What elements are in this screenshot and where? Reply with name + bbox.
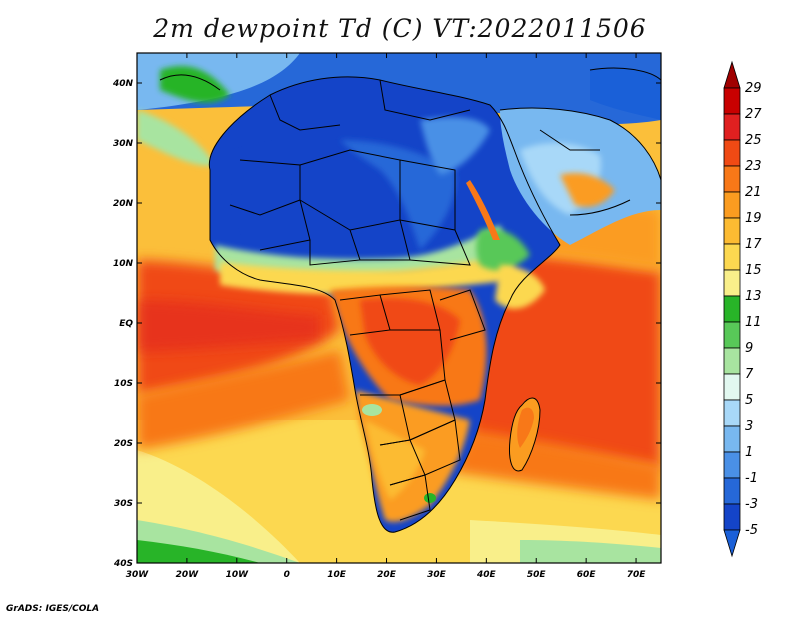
colorbar-swatch: [723, 217, 741, 245]
colorbar-label: 5: [745, 393, 753, 408]
colorbar-label: 19: [745, 211, 762, 226]
colorbar-swatch: [723, 191, 741, 219]
colorbar-label: 7: [745, 367, 754, 382]
lat-tick-label: 40S: [113, 559, 133, 569]
colorbar-swatch: [723, 425, 741, 453]
colorbar-swatch: [723, 321, 741, 349]
chart-title: 2m dewpoint Td (C) VT:2022011506: [153, 14, 647, 43]
colorbar-top-arrow: [723, 60, 741, 89]
colorbar-swatch: [723, 243, 741, 271]
colorbar-swatch: [723, 373, 741, 401]
lat-tick-label: 10S: [114, 379, 133, 389]
colorbar-swatch: [723, 477, 741, 505]
colorbar-label: 11: [745, 315, 762, 330]
colorbar-swatch: [723, 451, 741, 479]
lat-tick-label: 10N: [113, 259, 134, 269]
colorbar-label: 23: [745, 159, 762, 174]
lon-tick-label: 30W: [126, 570, 150, 580]
colorbar-label: 29: [745, 81, 762, 96]
colorbar-swatch: [723, 269, 741, 297]
colorbar-label: 15: [745, 263, 762, 278]
colorbar-label: 3: [745, 419, 753, 434]
lon-tick-label: 60E: [577, 570, 597, 580]
colorbar-swatch: [723, 503, 741, 531]
dewpoint-field: [137, 53, 661, 563]
lat-tick-label: 40N: [112, 79, 134, 89]
colorbar-swatch: [723, 347, 741, 375]
grads-credit: GrADS: IGES/COLA: [6, 604, 100, 614]
lat-tick-label: EQ: [119, 319, 133, 329]
lon-tick-label: 50E: [527, 570, 547, 580]
lon-tick-label: 20W: [176, 570, 200, 580]
colorbar-label: 21: [745, 185, 762, 200]
colorbar-label: 17: [745, 237, 762, 252]
colorbar-label: 27: [745, 107, 762, 122]
longitude-axis: 30W 20W 10W 0 10E 20E 30E 40E 50E 60E 70E: [126, 53, 646, 580]
lon-tick-label: 40E: [476, 570, 497, 580]
colorbar-swatch: [723, 87, 741, 115]
colorbar-label: 9: [745, 341, 753, 356]
lon-tick-label: 20E: [377, 570, 397, 580]
colorbar-swatch: [723, 165, 741, 193]
colorbar-label: 13: [745, 289, 762, 304]
colorbar-swatch: [723, 113, 741, 141]
lat-tick-label: 20N: [113, 199, 134, 209]
colorbar-swatch: [723, 139, 741, 167]
lon-tick-label: 10W: [226, 570, 250, 580]
lon-tick-label: 10E: [327, 570, 347, 580]
colorbar-swatch: [723, 399, 741, 427]
colorbar: 29 27 25 23 21 19 17 15 13 11 9 7 5 3 1 -1 -3 -5: [723, 60, 762, 558]
lat-tick-label: 20S: [114, 439, 133, 449]
colorbar-label: 25: [745, 133, 762, 148]
latitude-axis: 40N 30N 20N 10N EQ 10S 20S 30S 40S: [112, 79, 661, 569]
lon-tick-label: 0: [284, 570, 290, 580]
lon-tick-label: 30E: [427, 570, 447, 580]
lon-tick-label: 70E: [627, 570, 647, 580]
map-frame: [136, 52, 662, 564]
colorbar-bottom-arrow: [723, 529, 741, 558]
colorbar-label: -5: [745, 523, 758, 538]
colorbar-label: -1: [745, 471, 758, 486]
country-borders: [159, 67, 661, 533]
lat-tick-label: 30S: [114, 499, 133, 509]
colorbar-swatch: [723, 295, 741, 323]
colorbar-label: -3: [745, 497, 758, 512]
lat-tick-label: 30N: [113, 139, 134, 149]
colorbar-label: 1: [745, 445, 753, 460]
